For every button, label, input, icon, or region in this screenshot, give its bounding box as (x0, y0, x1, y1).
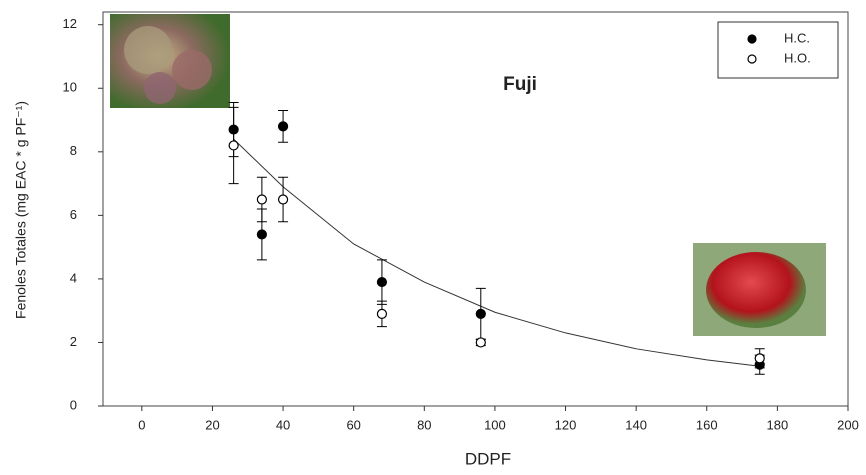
data-point (754, 353, 765, 364)
data-point (277, 121, 289, 132)
legend-label: H.C. (784, 30, 810, 45)
data-point (277, 194, 289, 205)
data-point (228, 140, 239, 151)
x-tick-label: 100 (484, 417, 506, 432)
y-tick-label: 10 (63, 80, 77, 95)
legend-label: H.O. (784, 50, 811, 65)
x-tick-label: 200 (837, 417, 859, 432)
x-tick-label: 160 (696, 417, 718, 432)
legend-marker (747, 34, 757, 44)
data-point (256, 229, 267, 240)
y-tick-label: 12 (63, 16, 77, 31)
legend-marker (747, 54, 757, 64)
x-tick-label: 180 (767, 417, 789, 432)
y-axis-label: Fenoles Totales (mg EAC * g PF⁻¹) (13, 101, 29, 319)
x-tick-label: 80 (417, 417, 431, 432)
photo-green-apples (110, 14, 230, 108)
x-tick-label: 120 (555, 417, 577, 432)
x-axis-label: DDPF (465, 449, 511, 468)
y-tick-label: 2 (70, 334, 77, 349)
x-tick-label: 60 (346, 417, 360, 432)
y-tick-label: 4 (70, 270, 77, 285)
fit-curve (233, 138, 760, 367)
data-point (376, 276, 388, 288)
chart-title: Fuji (503, 74, 537, 95)
y-tick-label: 0 (70, 397, 77, 412)
data-point (376, 308, 388, 319)
photo-red-apple (693, 243, 826, 336)
y-tick-label: 8 (70, 143, 77, 158)
x-tick-label: 20 (205, 417, 219, 432)
x-tick-label: 0 (138, 417, 145, 432)
plot-frame (102, 11, 849, 407)
data-point (256, 194, 267, 205)
y-tick-label: 6 (70, 207, 77, 222)
legend-box (717, 21, 839, 79)
x-tick-label: 140 (625, 417, 647, 432)
data-point (475, 308, 486, 319)
data-point (475, 337, 486, 348)
x-tick-label: 40 (276, 417, 290, 432)
